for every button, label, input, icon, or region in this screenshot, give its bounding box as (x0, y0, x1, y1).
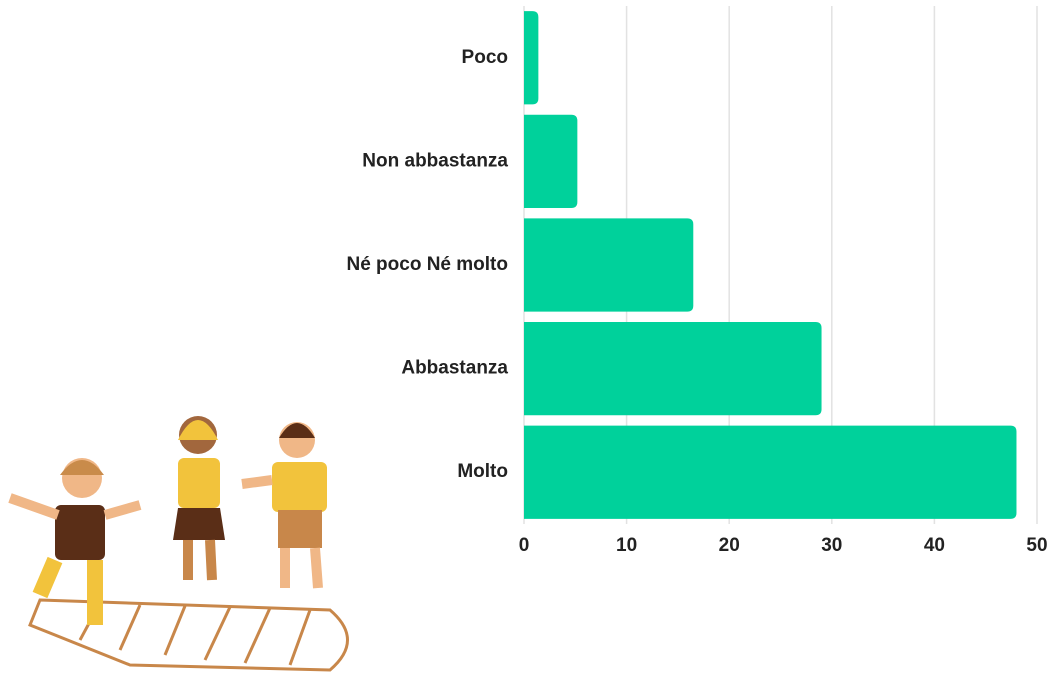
illustration (8, 416, 349, 672)
y-tick-label: Poco (462, 47, 508, 68)
y-tick-label: Non abbastanza (362, 150, 508, 171)
bar (524, 114, 578, 209)
bar (524, 425, 1017, 519)
x-tick-label: 50 (1026, 535, 1047, 556)
x-tick-label: 40 (924, 535, 945, 556)
bar (524, 218, 694, 312)
x-tick-label: 0 (519, 535, 530, 556)
x-tick-label: 30 (821, 535, 842, 556)
bar (524, 321, 822, 416)
y-tick-label: Né poco Né molto (346, 254, 508, 275)
y-tick-label: Molto (457, 461, 508, 482)
y-tick-label: Abbastanza (401, 358, 508, 379)
bar (524, 11, 539, 105)
x-tick-label: 10 (616, 535, 637, 556)
x-tick-label: 20 (719, 535, 740, 556)
